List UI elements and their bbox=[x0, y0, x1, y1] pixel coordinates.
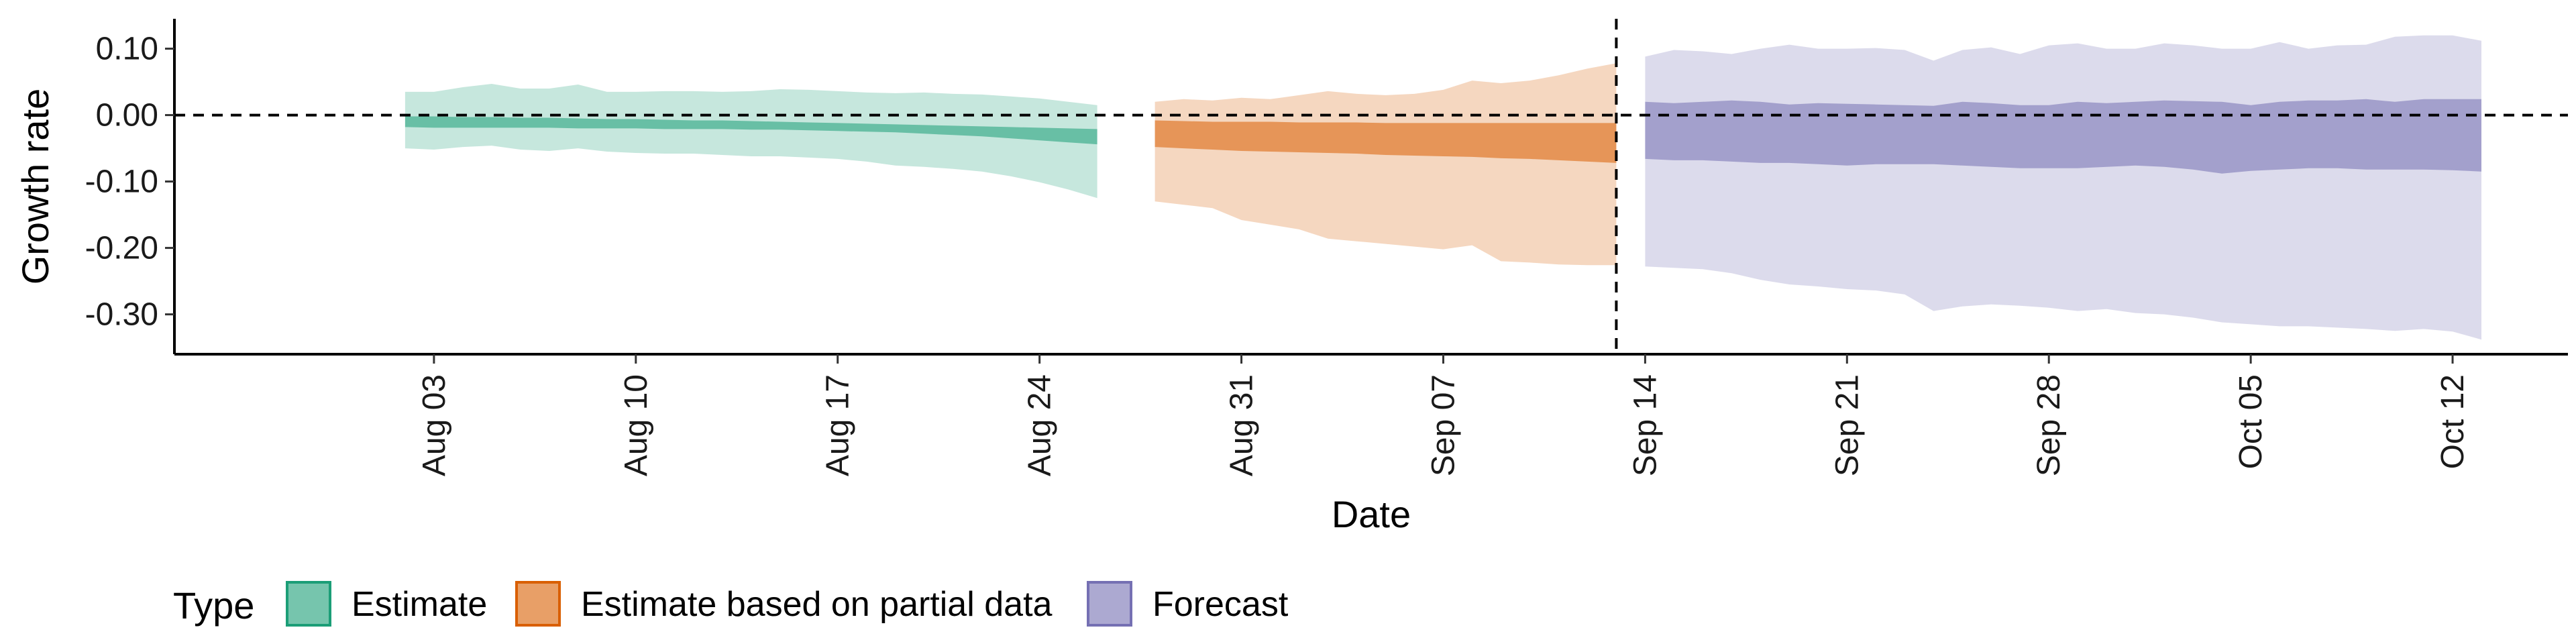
y-tick-label: -0.10 bbox=[85, 164, 158, 200]
legend-item-2: Forecast bbox=[1087, 581, 1289, 627]
x-tick-label: Sep 28 bbox=[2031, 374, 2067, 476]
x-tick-label: Sep 07 bbox=[1426, 374, 1461, 476]
y-tick-label: -0.20 bbox=[85, 231, 158, 266]
series-0 bbox=[405, 84, 1097, 199]
legend-title: Type bbox=[173, 584, 254, 627]
series-2-inner-band bbox=[1645, 99, 2481, 174]
series-1-inner-band bbox=[1155, 120, 1617, 163]
x-tick-label: Oct 05 bbox=[2233, 374, 2269, 469]
y-tick-label: 0.00 bbox=[96, 98, 158, 133]
reference-lines bbox=[174, 19, 2568, 354]
x-axis-ticks: Aug 03 Aug 10 Aug 17 Aug 24 Aug 31 Sep 07 Sep … bbox=[417, 354, 2471, 476]
legend: Type Estimate Estimate based on partial d… bbox=[173, 581, 1289, 627]
series-1 bbox=[1155, 63, 1617, 266]
legend-label-0: Estimate bbox=[352, 585, 487, 624]
series-0-inner-band bbox=[405, 116, 1097, 145]
x-tick-label: Oct 12 bbox=[2435, 374, 2471, 469]
legend-label-1: Estimate based on partial data bbox=[581, 585, 1053, 624]
x-axis-title: Date bbox=[1332, 493, 1411, 535]
y-tick-label: -0.30 bbox=[85, 297, 158, 333]
legend-label-2: Forecast bbox=[1152, 585, 1289, 624]
y-tick-label: 0.10 bbox=[96, 32, 158, 67]
legend-item-1: Estimate based on partial data bbox=[515, 581, 1053, 627]
legend-items: Estimate Estimate based on partial data Fo… bbox=[286, 581, 1289, 627]
x-tick-label: Sep 21 bbox=[1829, 374, 1865, 476]
series-2 bbox=[1645, 35, 2481, 340]
legend-key-0 bbox=[286, 581, 331, 627]
series-0-outer-band bbox=[405, 84, 1097, 199]
series-2-outer-band bbox=[1645, 35, 2481, 340]
x-tick-label: Aug 31 bbox=[1224, 374, 1260, 476]
y-axis-ticks: 0.10 0.00 -0.10 -0.20 -0.30 bbox=[85, 32, 174, 333]
legend-key-2 bbox=[1087, 581, 1132, 627]
series-1-outer-band bbox=[1155, 63, 1617, 266]
legend-item-0: Estimate bbox=[286, 581, 487, 627]
y-axis-title: Growth rate bbox=[14, 89, 56, 285]
x-tick-label: Aug 03 bbox=[417, 374, 452, 476]
x-tick-label: Sep 14 bbox=[1627, 374, 1663, 476]
x-tick-label: Aug 24 bbox=[1022, 374, 1058, 476]
x-tick-label: Aug 10 bbox=[619, 374, 654, 476]
plot-area bbox=[405, 35, 2481, 340]
legend-key-1 bbox=[515, 581, 561, 627]
x-tick-label: Aug 17 bbox=[820, 374, 856, 476]
axes bbox=[173, 19, 2568, 356]
